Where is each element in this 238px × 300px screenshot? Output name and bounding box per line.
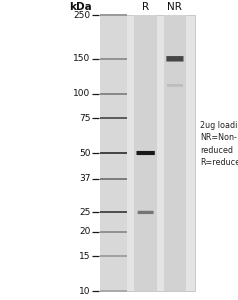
Text: 20: 20 (79, 227, 90, 236)
Bar (100, 117, 127, 119)
Text: NR: NR (168, 2, 182, 12)
Bar (100, 92, 127, 95)
Text: kDa: kDa (69, 2, 92, 12)
Bar (100, 255, 127, 257)
Text: 37: 37 (79, 174, 90, 183)
Bar (100, 58, 127, 60)
Text: 150: 150 (73, 54, 90, 63)
Bar (100, 290, 127, 292)
Bar (100, 178, 127, 180)
Text: 10: 10 (79, 286, 90, 296)
FancyBboxPatch shape (136, 151, 155, 155)
Text: R: R (142, 2, 149, 12)
Text: 2ug loading
NR=Non-
reduced
R=reduced: 2ug loading NR=Non- reduced R=reduced (200, 121, 238, 167)
Text: 25: 25 (79, 208, 90, 217)
Bar (100, 152, 127, 154)
Bar (164, 15, 186, 291)
Text: 15: 15 (79, 252, 90, 261)
FancyBboxPatch shape (167, 84, 183, 87)
FancyBboxPatch shape (138, 211, 154, 214)
Text: 50: 50 (79, 148, 90, 158)
FancyBboxPatch shape (166, 56, 183, 62)
Bar (134, 15, 157, 291)
Bar (100, 212, 127, 214)
Bar (100, 14, 127, 16)
Text: 75: 75 (79, 114, 90, 123)
Text: 100: 100 (73, 89, 90, 98)
Bar (100, 230, 127, 232)
Text: 250: 250 (73, 11, 90, 20)
